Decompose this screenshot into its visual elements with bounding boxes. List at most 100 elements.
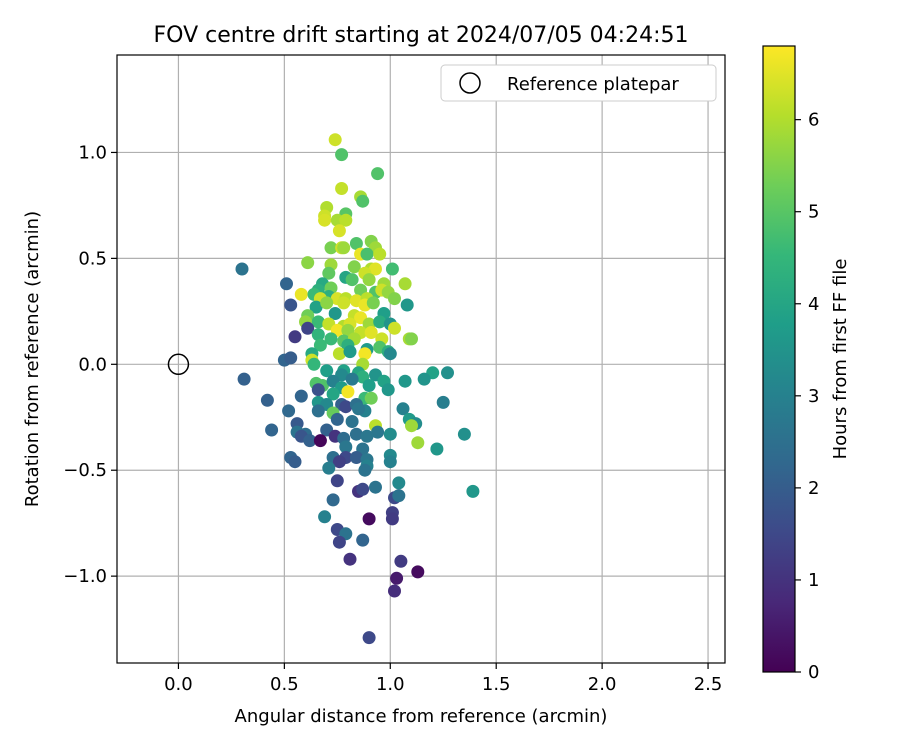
colorbar-label: Hours from first FF file (830, 259, 851, 460)
data-point (369, 262, 382, 276)
data-point (343, 552, 357, 566)
data-point (288, 330, 302, 344)
data-point (260, 393, 274, 407)
data-point (385, 262, 399, 276)
data-point (332, 455, 346, 469)
data-point (360, 429, 374, 443)
data-point (328, 133, 342, 147)
data-point (388, 292, 401, 306)
data-point (313, 434, 327, 448)
data-point (356, 194, 370, 208)
data-point (430, 442, 444, 456)
data-point (303, 434, 317, 448)
colorbar-ticks: 0 1 2 3 4 5 6 (795, 110, 819, 683)
data-point (320, 296, 334, 310)
data-point (371, 167, 385, 181)
data-point (294, 287, 308, 301)
data-point (265, 423, 279, 437)
data-point (318, 510, 332, 524)
data-point (364, 391, 378, 405)
data-point (362, 512, 376, 526)
y-tick-label: 1.0 (78, 142, 107, 163)
data-point (284, 298, 298, 312)
data-point (364, 326, 378, 339)
data-point (356, 482, 370, 496)
data-point (362, 379, 376, 392)
data-point (313, 338, 327, 352)
plot-area: 0.0 0.5 1.0 1.5 2.0 2.5 −1.0 −0.5 0.0 0.5 1.0 (63, 54, 726, 695)
legend-entry: Reference platepar (507, 74, 679, 95)
data-point (311, 404, 325, 418)
data-point (347, 260, 361, 274)
y-tick-label: −1.0 (63, 566, 107, 587)
data-point (398, 277, 412, 291)
data-point (388, 321, 401, 335)
data-point (309, 300, 323, 314)
legend-marker (459, 72, 481, 94)
data-point (311, 383, 325, 397)
data-point (345, 372, 359, 386)
colorbar-tick-label: 2 (808, 478, 819, 499)
data-point (280, 277, 293, 291)
colorbar-tick-label: 5 (808, 202, 819, 223)
y-tick-label: 0.0 (78, 354, 107, 375)
data-point (337, 241, 351, 255)
colorbar-tick-label: 0 (808, 662, 819, 683)
data-point (284, 351, 298, 365)
chart-title: FOV centre drift starting at 2024/07/05 … (154, 23, 689, 48)
data-point (457, 427, 471, 441)
data-point (282, 404, 296, 418)
y-tick-label: −0.5 (63, 460, 107, 481)
data-point (400, 298, 414, 312)
data-point (339, 400, 353, 414)
y-axis-ticks: −1.0 −0.5 0.0 0.5 1.0 (63, 142, 117, 587)
data-point (326, 387, 340, 401)
data-point (373, 315, 387, 329)
y-axis-label: Rotation from reference (arcmin) (22, 211, 43, 507)
data-point (388, 584, 401, 598)
data-point (237, 372, 251, 386)
data-point (405, 332, 418, 346)
data-point (373, 247, 387, 261)
data-point (322, 461, 336, 475)
data-point (339, 440, 353, 454)
colorbar-tick-label: 4 (808, 294, 819, 315)
x-tick-label: 0.0 (164, 674, 193, 695)
colorbar-gradient (762, 45, 796, 673)
data-point (328, 307, 342, 320)
x-tick-label: 0.5 (270, 674, 299, 695)
data-point (466, 484, 480, 498)
data-point (326, 493, 340, 507)
data-point (332, 535, 346, 549)
data-point (396, 402, 410, 416)
data-point (335, 182, 349, 195)
data-point (394, 554, 408, 568)
data-point (349, 427, 363, 441)
data-point (436, 395, 450, 409)
plot-frame (116, 54, 726, 664)
data-point (294, 389, 308, 403)
data-point (383, 455, 397, 469)
colorbar: 0 1 2 3 4 5 6 Hours from first FF file (762, 45, 851, 683)
data-point (392, 476, 406, 490)
x-tick-label: 2.0 (588, 674, 617, 695)
data-point (390, 571, 404, 585)
data-point (339, 213, 353, 227)
data-point (301, 321, 315, 335)
data-point (235, 262, 249, 276)
x-tick-label: 2.5 (694, 674, 723, 695)
data-point (417, 372, 431, 386)
data-point (320, 364, 334, 378)
data-point (288, 455, 302, 469)
data-point (411, 436, 425, 450)
data-point (441, 366, 454, 380)
data-point (362, 631, 376, 645)
data-point (381, 383, 395, 397)
data-point (307, 357, 321, 371)
data-point (330, 474, 344, 488)
data-point (352, 402, 365, 416)
data-point (405, 419, 418, 433)
data-point (383, 427, 397, 441)
data-point (356, 533, 370, 547)
data-point (324, 241, 338, 255)
